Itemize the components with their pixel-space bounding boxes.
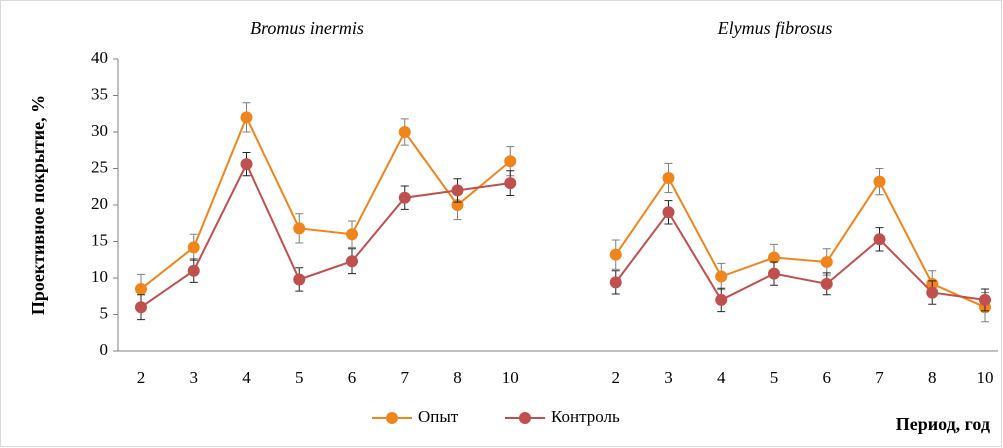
x-tick-label: 4 xyxy=(242,368,251,387)
y-tick-label: 5 xyxy=(100,303,109,322)
x-tick-label: 7 xyxy=(875,368,884,387)
data-point xyxy=(715,270,728,283)
data-point xyxy=(979,293,991,306)
x-tick-label: 10 xyxy=(502,368,519,387)
x-tick-label: 3 xyxy=(664,368,673,387)
y-tick-label: 0 xyxy=(100,340,109,359)
data-point xyxy=(820,277,833,290)
series-line xyxy=(140,114,511,290)
data-point xyxy=(662,171,675,184)
x-tick-label: 6 xyxy=(348,368,357,387)
data-point xyxy=(135,301,147,314)
data-point xyxy=(820,255,833,268)
y-tick-label: 35 xyxy=(91,84,108,103)
y-tick-label: 10 xyxy=(91,267,108,286)
y-axis-label: Проективное покрытие, % xyxy=(28,95,48,315)
y-tick-label: 15 xyxy=(91,230,108,249)
data-point xyxy=(768,251,780,264)
data-point xyxy=(135,282,147,295)
legend-marker xyxy=(519,412,531,424)
y-tick-label: 20 xyxy=(91,194,108,213)
data-point xyxy=(662,206,675,219)
x-tick-label: 7 xyxy=(401,368,410,387)
y-tick-label: 30 xyxy=(91,121,108,140)
series-line xyxy=(614,210,986,302)
x-tick-label: 5 xyxy=(770,368,779,387)
x-tick-label: 6 xyxy=(823,368,832,387)
data-point xyxy=(240,111,253,124)
data-point xyxy=(346,255,358,268)
x-tick-label: 5 xyxy=(295,368,304,387)
x-axis-label: Период, год xyxy=(896,414,990,434)
y-tick-label: 40 xyxy=(91,48,108,67)
data-point xyxy=(398,191,411,204)
group-title: Elymus fibrosus xyxy=(717,18,833,38)
data-point xyxy=(926,286,939,299)
data-point xyxy=(398,126,411,138)
data-point xyxy=(609,248,622,261)
data-point xyxy=(504,177,517,190)
x-tick-label: 4 xyxy=(717,368,726,387)
x-tick-label: 10 xyxy=(977,368,994,387)
y-tick-label: 25 xyxy=(91,157,108,176)
x-tick-label: 2 xyxy=(137,368,146,387)
data-point xyxy=(187,264,200,277)
x-tick-label: 2 xyxy=(612,368,621,387)
data-point xyxy=(768,267,780,280)
data-point xyxy=(346,228,358,241)
data-point xyxy=(873,175,886,188)
legend-label: Опыт xyxy=(418,407,459,426)
data-point xyxy=(187,241,200,254)
x-tick-label: 8 xyxy=(928,368,937,387)
data-point xyxy=(504,155,517,168)
x-tick-label: 8 xyxy=(453,368,462,387)
data-point xyxy=(293,273,306,286)
data-point xyxy=(240,158,253,171)
data-point xyxy=(609,276,622,289)
legend-marker xyxy=(386,412,398,424)
data-point xyxy=(293,222,306,235)
data-point xyxy=(451,184,464,197)
x-tick-label: 3 xyxy=(190,368,199,387)
data-point xyxy=(715,293,728,306)
legend-label: Контроль xyxy=(551,407,620,426)
series-line xyxy=(614,176,986,309)
series-line xyxy=(140,161,511,309)
group-title: Bromus inermis xyxy=(250,18,364,38)
data-point xyxy=(873,233,886,246)
